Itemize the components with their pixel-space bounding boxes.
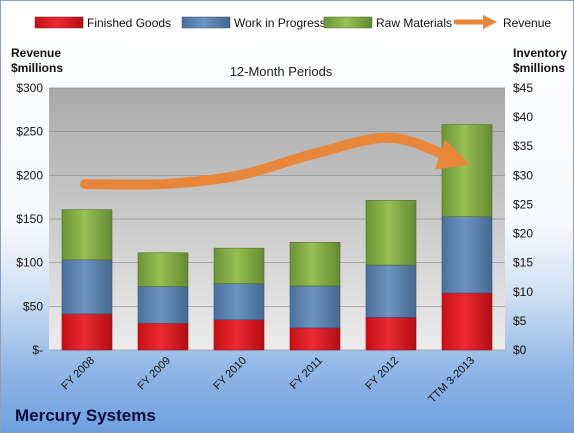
- bar-finished-goods-fy-2009: [137, 322, 189, 351]
- right-tick-label: $25: [513, 197, 533, 211]
- left-tick-label: $200: [16, 168, 43, 182]
- x-tick-label: FY 2012: [363, 355, 401, 393]
- right-tick-label: $45: [513, 81, 533, 95]
- right-axis-title-line1: Inventory: [513, 46, 567, 60]
- company-name: Mercury Systems: [15, 406, 156, 425]
- legend-swatch-work-in-progress: [181, 16, 231, 29]
- x-axis-ticks: FY 2008 FY 2009 FY 2010 FY 2011 FY 2012 TTM 3…: [59, 355, 477, 406]
- legend-swatch-raw-materials: [323, 16, 373, 29]
- bar-raw-materials-fy-2012: [365, 200, 417, 266]
- legend-label-revenue: Revenue: [503, 16, 551, 30]
- bar-work-in-progress-ttm-3-2013: [441, 216, 493, 294]
- bar-finished-goods-fy-2010: [213, 319, 265, 351]
- bar-raw-materials-fy-2008: [61, 209, 113, 261]
- bar-raw-materials-ttm-3-2013: [441, 124, 493, 217]
- legend: Finished Goods Work in Progress Raw Mate…: [34, 15, 551, 30]
- right-tick-label: $15: [513, 256, 533, 270]
- right-tick-label: $0: [513, 343, 527, 357]
- chart-title: 12-Month Periods: [230, 64, 333, 79]
- legend-label-work-in-progress: Work in Progress: [234, 16, 326, 30]
- bar-work-in-progress-fy-2011: [289, 285, 341, 329]
- right-tick-label: $35: [513, 139, 533, 153]
- bar-raw-materials-fy-2011: [289, 241, 341, 287]
- left-tick-label: $250: [16, 125, 43, 139]
- bar-finished-goods-fy-2008: [61, 313, 113, 351]
- bar-raw-materials-fy-2010: [213, 247, 265, 284]
- left-tick-label: $50: [23, 299, 43, 313]
- right-tick-label: $20: [513, 227, 533, 241]
- revenue-line-layer: [80, 132, 471, 190]
- left-tick-label: $300: [16, 81, 43, 95]
- left-tick-label: $-: [32, 343, 43, 357]
- right-tick-label: $30: [513, 168, 533, 182]
- bar-raw-materials-fy-2009: [137, 252, 189, 287]
- bar-work-in-progress-fy-2009: [137, 286, 189, 324]
- legend-swatch-finished-goods: [34, 16, 84, 29]
- legend-label-raw-materials: Raw Materials: [376, 16, 452, 30]
- right-tick-label: $10: [513, 285, 533, 299]
- legend-label-finished-goods: Finished Goods: [87, 16, 171, 30]
- bar-work-in-progress-fy-2010: [213, 283, 265, 321]
- x-tick-label: TTM 3-2013: [426, 355, 477, 406]
- bar-work-in-progress-fy-2012: [365, 264, 417, 318]
- bar-work-in-progress-fy-2008: [61, 259, 113, 315]
- right-axis-ticks: $0 $5 $10 $15 $20 $25 $30 $35 $40 $45: [513, 81, 533, 357]
- left-tick-label: $100: [16, 256, 43, 270]
- bar-finished-goods-ttm-3-2013: [441, 292, 493, 351]
- left-axis-title-line1: Revenue: [11, 46, 61, 60]
- x-tick-label: FY 2011: [288, 355, 325, 392]
- legend-arrowhead-revenue: [483, 15, 497, 29]
- left-tick-label: $150: [16, 212, 43, 226]
- x-tick-label: FY 2008: [59, 355, 97, 393]
- right-axis-title-line2: $millions: [513, 61, 565, 75]
- bar-finished-goods-fy-2012: [365, 317, 417, 351]
- bar-finished-goods-fy-2011: [289, 327, 341, 351]
- right-tick-label: $40: [513, 110, 533, 124]
- x-tick-label: FY 2010: [211, 355, 249, 393]
- left-axis-title-line2: $millions: [11, 61, 63, 75]
- gridlines: [49, 87, 505, 351]
- left-axis-ticks: $- $50 $100 $150 $200 $250 $300: [16, 81, 43, 357]
- x-tick-label: FY 2009: [135, 355, 173, 393]
- revenue-line: [80, 132, 471, 190]
- right-tick-label: $5: [513, 314, 527, 328]
